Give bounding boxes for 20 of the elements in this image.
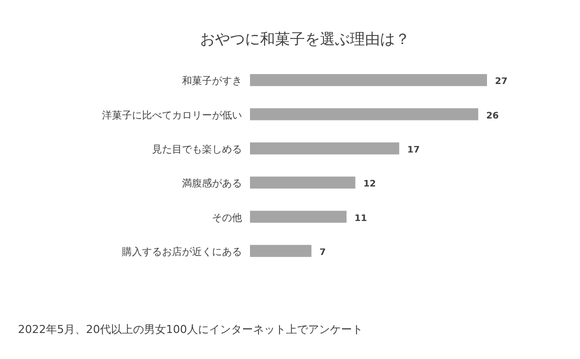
chart-title: おやつに和菓子を選ぶ理由は？ — [200, 30, 410, 48]
y-tick-label: その他 — [212, 212, 242, 224]
data-label: 7 — [319, 248, 326, 258]
text: 2022年5月、20代以上の男女100人にインターネット上でアンケート — [18, 323, 363, 336]
bar — [250, 176, 356, 189]
y-tick-label: 購入するお店が近くにある — [122, 246, 242, 258]
bar — [250, 108, 478, 120]
data-label: 12 — [363, 180, 376, 190]
data-label: 11 — [354, 214, 368, 224]
data-label: 27 — [495, 77, 508, 88]
y-tick-label: 和菓子がすき — [182, 75, 242, 88]
data-label: 17 — [407, 145, 420, 156]
bar — [250, 142, 400, 154]
data-label: 26 — [486, 111, 499, 122]
y-tick-label: 見た目でも楽しめる — [152, 143, 242, 156]
y-tick-label: 洋菓子に比べてカロリーが低い — [102, 109, 242, 122]
bar — [250, 74, 487, 86]
bar — [250, 210, 347, 223]
bar — [250, 244, 312, 257]
y-tick-label: 満腹感がある — [182, 178, 242, 190]
